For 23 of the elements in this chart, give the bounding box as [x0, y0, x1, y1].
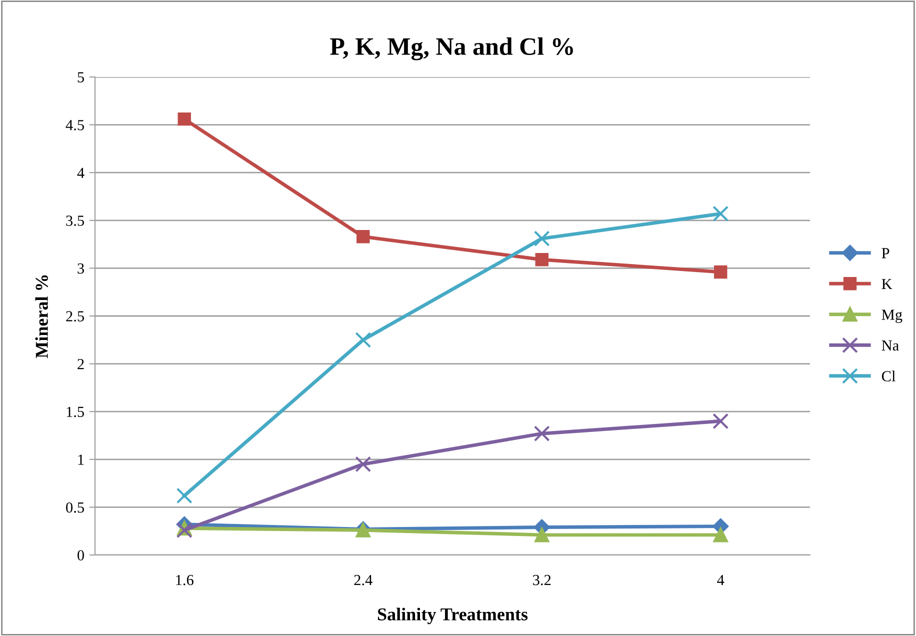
y-tick-label: 2.5: [66, 311, 84, 322]
y-tick-label: 3: [78, 263, 84, 274]
y-axis-title: Mineral %: [35, 275, 48, 358]
legend-label: Cl: [882, 370, 896, 382]
y-tick-label: 1.5: [66, 406, 84, 418]
y-tick-label: 1: [78, 454, 84, 465]
x-tick-label: 1.6: [176, 574, 194, 586]
y-tick-label: 3.5: [66, 216, 84, 226]
y-tick-label: 4: [77, 168, 84, 178]
y-tick-label: 0: [78, 550, 84, 560]
legend-label: Mg: [882, 310, 902, 323]
legend-label: K: [882, 278, 892, 289]
chart-title: P, K, Mg, Na and Cl %: [330, 37, 573, 60]
y-tick-label: 5: [78, 72, 84, 82]
x-tick-label: 4: [717, 574, 724, 586]
legend-label: Na: [882, 340, 899, 351]
y-tick-label: 0.5: [66, 502, 84, 513]
legend-label: P: [882, 248, 890, 258]
x-tick-label: 3.2: [533, 574, 551, 586]
x-axis-title: Salinity Treatments: [378, 608, 528, 624]
y-tick-label: 2: [78, 358, 84, 370]
y-tick-label: 4.5: [66, 120, 84, 130]
x-tick-label: 2.4: [354, 574, 372, 586]
